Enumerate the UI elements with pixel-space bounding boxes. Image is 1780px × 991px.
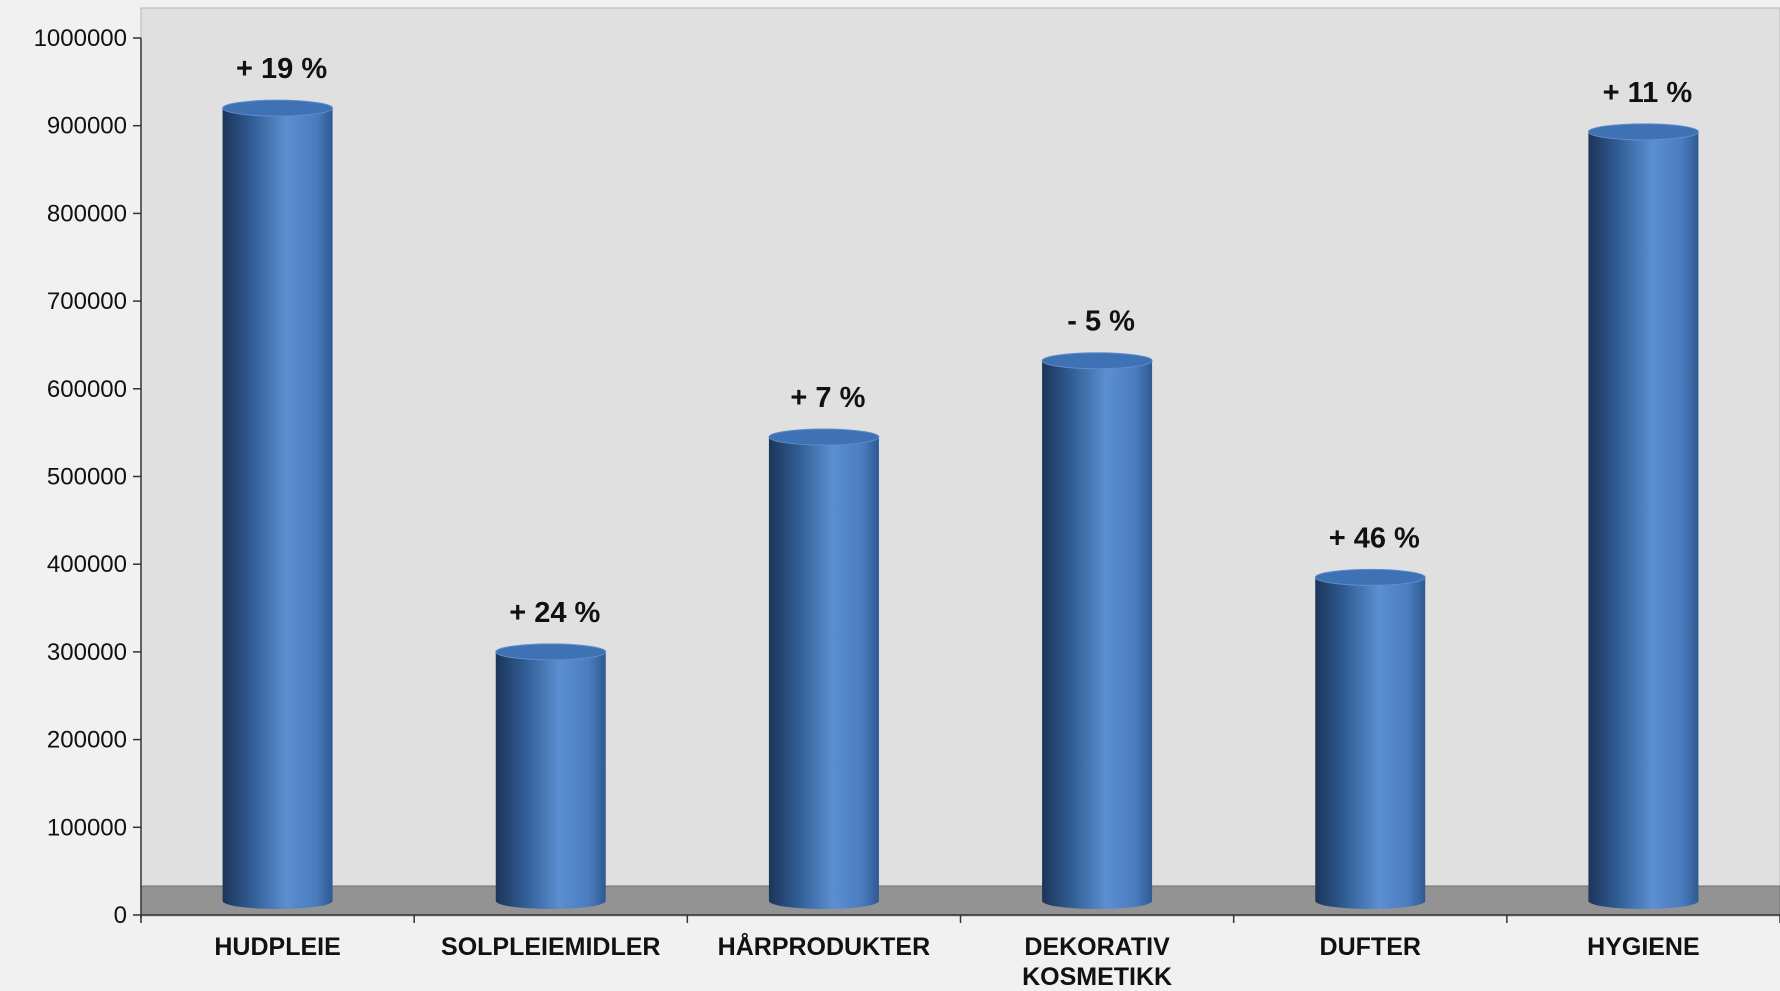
bar-top bbox=[1041, 352, 1153, 370]
bar bbox=[222, 99, 334, 909]
y-tick-label: 0 bbox=[114, 902, 127, 929]
y-axis-ticks: 0 100000 200000 300000 400000 500000 600000 700… bbox=[34, 25, 141, 929]
chart-floor bbox=[140, 885, 1780, 916]
bar-body bbox=[1042, 360, 1153, 910]
bar-body bbox=[1315, 577, 1426, 909]
y-tick-label: 500000 bbox=[47, 464, 127, 491]
data-label: - 5 % bbox=[1067, 306, 1135, 338]
y-tick-label: 1000000 bbox=[34, 25, 127, 52]
bar-body bbox=[495, 651, 606, 909]
data-label: + 11 % bbox=[1603, 77, 1693, 109]
x-axis-ticks bbox=[140, 915, 1780, 923]
bar bbox=[1314, 568, 1426, 909]
x-category-label: DEKORATIV bbox=[1024, 933, 1170, 961]
x-category-label: HUDPLEIE bbox=[214, 933, 340, 961]
bar-body bbox=[1588, 131, 1699, 910]
y-tick-label: 300000 bbox=[47, 639, 127, 666]
y-tick-label: 900000 bbox=[47, 113, 127, 140]
y-tick-label: 600000 bbox=[47, 376, 127, 403]
data-label: + 19 % bbox=[236, 53, 327, 85]
y-tick-label: 800000 bbox=[47, 200, 127, 227]
bar bbox=[1041, 352, 1153, 910]
y-tick-label: 100000 bbox=[47, 814, 127, 841]
data-label: + 7 % bbox=[790, 382, 865, 414]
bar-body bbox=[768, 437, 879, 909]
bars bbox=[222, 99, 1699, 910]
bar-top bbox=[222, 99, 334, 117]
y-tick-label: 200000 bbox=[47, 727, 127, 754]
bar-top bbox=[1314, 568, 1426, 586]
bar-top bbox=[1587, 123, 1699, 141]
x-category-label: HYGIENE bbox=[1587, 933, 1700, 961]
bar-top bbox=[768, 428, 880, 446]
data-labels: + 19 % + 24 % + 7 % - 5 % + 46 % + 11 % bbox=[236, 53, 1692, 629]
y-tick-label: 700000 bbox=[47, 288, 127, 315]
plot-background bbox=[140, 7, 1780, 917]
y-tick-label: 400000 bbox=[47, 551, 127, 578]
x-category-label: SOLPLEIEMIDLER bbox=[441, 933, 660, 961]
x-category-label: HÅRPRODUKTER bbox=[718, 932, 931, 961]
x-category-label: DUFTER bbox=[1320, 933, 1421, 961]
bar bbox=[1587, 123, 1699, 910]
data-label: + 46 % bbox=[1329, 522, 1420, 554]
bar bbox=[495, 643, 607, 909]
data-label: + 24 % bbox=[509, 597, 600, 629]
bar-top bbox=[495, 643, 607, 661]
x-category-label: KOSMETIKK bbox=[1022, 963, 1172, 991]
bar bbox=[768, 428, 880, 909]
bar-body bbox=[222, 108, 333, 909]
category-labels: HUDPLEIE SOLPLEIEMIDLER HÅRPRODUKTER DEKORA… bbox=[214, 932, 1699, 991]
